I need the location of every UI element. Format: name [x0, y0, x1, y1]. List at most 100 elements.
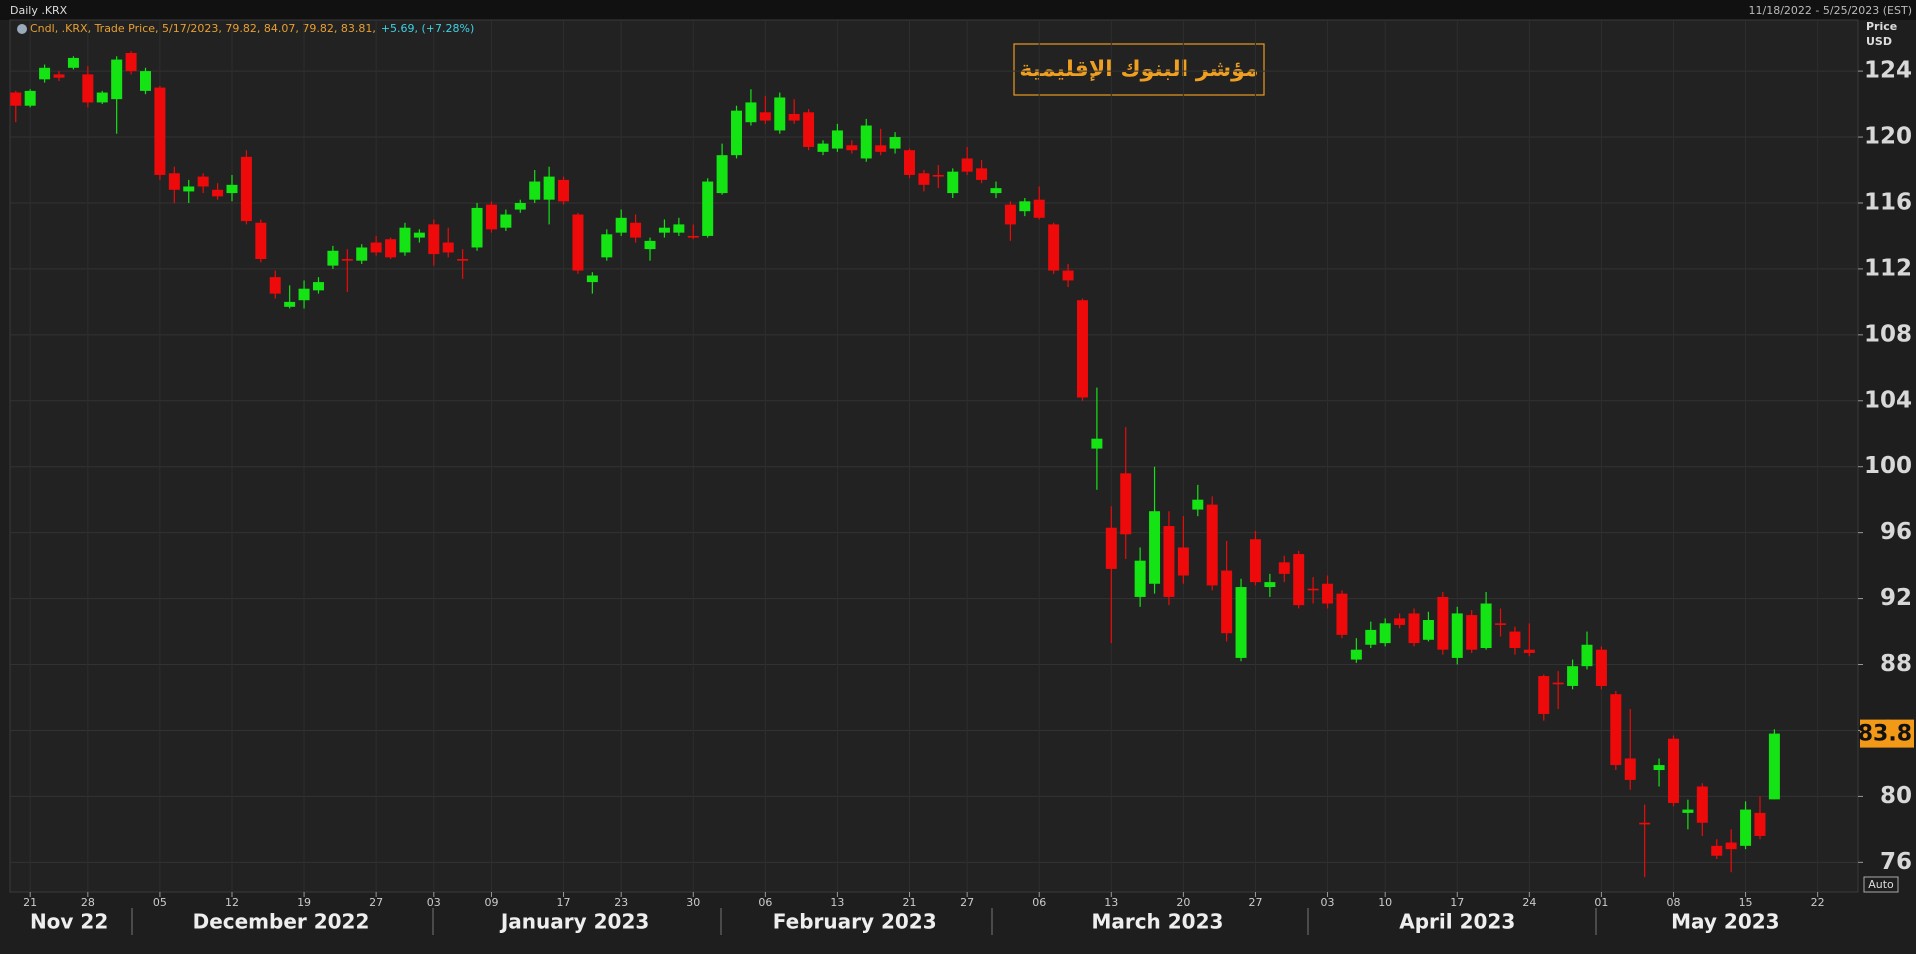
- candle-body: [1019, 201, 1031, 212]
- candle-body: [1091, 438, 1103, 449]
- y-tick-label: 96: [1880, 519, 1912, 545]
- last-price-label: 83.8: [1858, 722, 1912, 747]
- y-tick-label: 104: [1864, 387, 1912, 413]
- candle-body: [1509, 631, 1521, 649]
- candle-body: [1595, 649, 1607, 686]
- x-tick-label: 08: [1666, 896, 1680, 909]
- candle-body: [860, 125, 872, 159]
- scale-mode: Auto: [1868, 878, 1894, 891]
- candle-body: [428, 224, 440, 255]
- candle-body: [1466, 615, 1478, 650]
- y-tick-label: 80: [1880, 783, 1912, 809]
- candle-body: [1163, 526, 1175, 597]
- candle-body: [702, 181, 714, 236]
- candle-body: [1379, 623, 1391, 644]
- candle-body: [889, 137, 901, 149]
- candle-body: [67, 57, 79, 68]
- candle-body: [1653, 765, 1665, 771]
- candle-body: [788, 113, 800, 121]
- month-label: April 2023: [1399, 910, 1515, 934]
- candle-body: [10, 92, 22, 106]
- candle-body: [111, 59, 123, 100]
- x-tick-label: 17: [557, 896, 571, 909]
- candle-body: [413, 232, 425, 238]
- x-tick-label: 13: [830, 896, 844, 909]
- month-label: March 2023: [1091, 910, 1223, 934]
- x-tick-label: 15: [1739, 896, 1753, 909]
- x-tick-label: 01: [1594, 896, 1608, 909]
- candle-body: [976, 168, 988, 180]
- x-tick-label: 05: [153, 896, 167, 909]
- y-axis-unit: USD: [1866, 35, 1892, 48]
- plot-area: [9, 19, 1859, 893]
- candle-body: [1192, 499, 1204, 510]
- candle-body: [255, 222, 267, 260]
- x-tick-label: 20: [1176, 896, 1190, 909]
- candle-body: [125, 52, 137, 72]
- month-label: December 2022: [193, 910, 370, 934]
- candle-body: [673, 224, 685, 233]
- candle-body: [1365, 629, 1377, 645]
- candle-body: [24, 90, 36, 106]
- candle-body: [1293, 554, 1305, 606]
- candle-body: [457, 259, 469, 261]
- x-tick-label: 27: [369, 896, 383, 909]
- candle-body: [1076, 300, 1088, 398]
- candle-body: [875, 145, 887, 152]
- candle-body: [1033, 199, 1045, 218]
- candle-body: [1538, 676, 1550, 714]
- candle-body: [543, 176, 555, 200]
- candle-body: [1120, 473, 1132, 535]
- candle-body: [558, 179, 570, 202]
- candle-body: [731, 110, 743, 156]
- header: Daily .KRX: [10, 4, 68, 17]
- candle-body: [759, 112, 771, 121]
- candle-body: [327, 250, 339, 266]
- candle-body: [803, 112, 815, 147]
- x-tick-label: 06: [1032, 896, 1046, 909]
- y-tick-label: 92: [1880, 585, 1912, 611]
- candle-body: [1278, 562, 1290, 574]
- x-tick-label: 30: [686, 896, 700, 909]
- candle-body: [1667, 738, 1679, 803]
- candle-body: [442, 242, 454, 253]
- scale-mode-box: [1863, 876, 1899, 893]
- candle-body: [226, 184, 238, 194]
- candle-body: [831, 130, 843, 149]
- candle-body: [1725, 842, 1737, 850]
- candle-body: [1768, 733, 1780, 800]
- candle-body: [932, 174, 944, 177]
- candle-body: [168, 173, 180, 190]
- candle-body: [1495, 623, 1507, 625]
- candle-body: [615, 217, 627, 233]
- candle-body: [1480, 603, 1492, 649]
- candle-body: [1754, 812, 1766, 836]
- candle-body: [529, 181, 541, 200]
- candle-body: [140, 71, 152, 91]
- y-tick-label: 120: [1864, 124, 1912, 150]
- x-tick-label: 09: [484, 896, 498, 909]
- y-tick-label: 76: [1880, 849, 1912, 875]
- candle-body: [514, 202, 526, 210]
- candle-body: [385, 239, 397, 258]
- candle-body: [1264, 582, 1276, 588]
- x-tick-label: 21: [902, 896, 916, 909]
- candle-body: [1567, 666, 1579, 686]
- candle-body: [774, 97, 786, 131]
- month-label: February 2023: [773, 910, 937, 934]
- last-price-box: [1860, 719, 1914, 748]
- y-tick-label: 108: [1864, 321, 1912, 347]
- candle-body: [1235, 587, 1247, 658]
- candle-body: [1062, 270, 1074, 281]
- candle-body: [1437, 596, 1449, 650]
- candle-body: [1523, 649, 1535, 653]
- candle-body: [1624, 758, 1636, 780]
- x-tick-label: 27: [1248, 896, 1262, 909]
- title-box: [1013, 43, 1265, 96]
- candle-body: [356, 247, 368, 261]
- candle-body: [485, 204, 497, 230]
- x-tick-label: 17: [1450, 896, 1464, 909]
- candle-body: [1350, 649, 1362, 660]
- candle-body: [39, 67, 51, 80]
